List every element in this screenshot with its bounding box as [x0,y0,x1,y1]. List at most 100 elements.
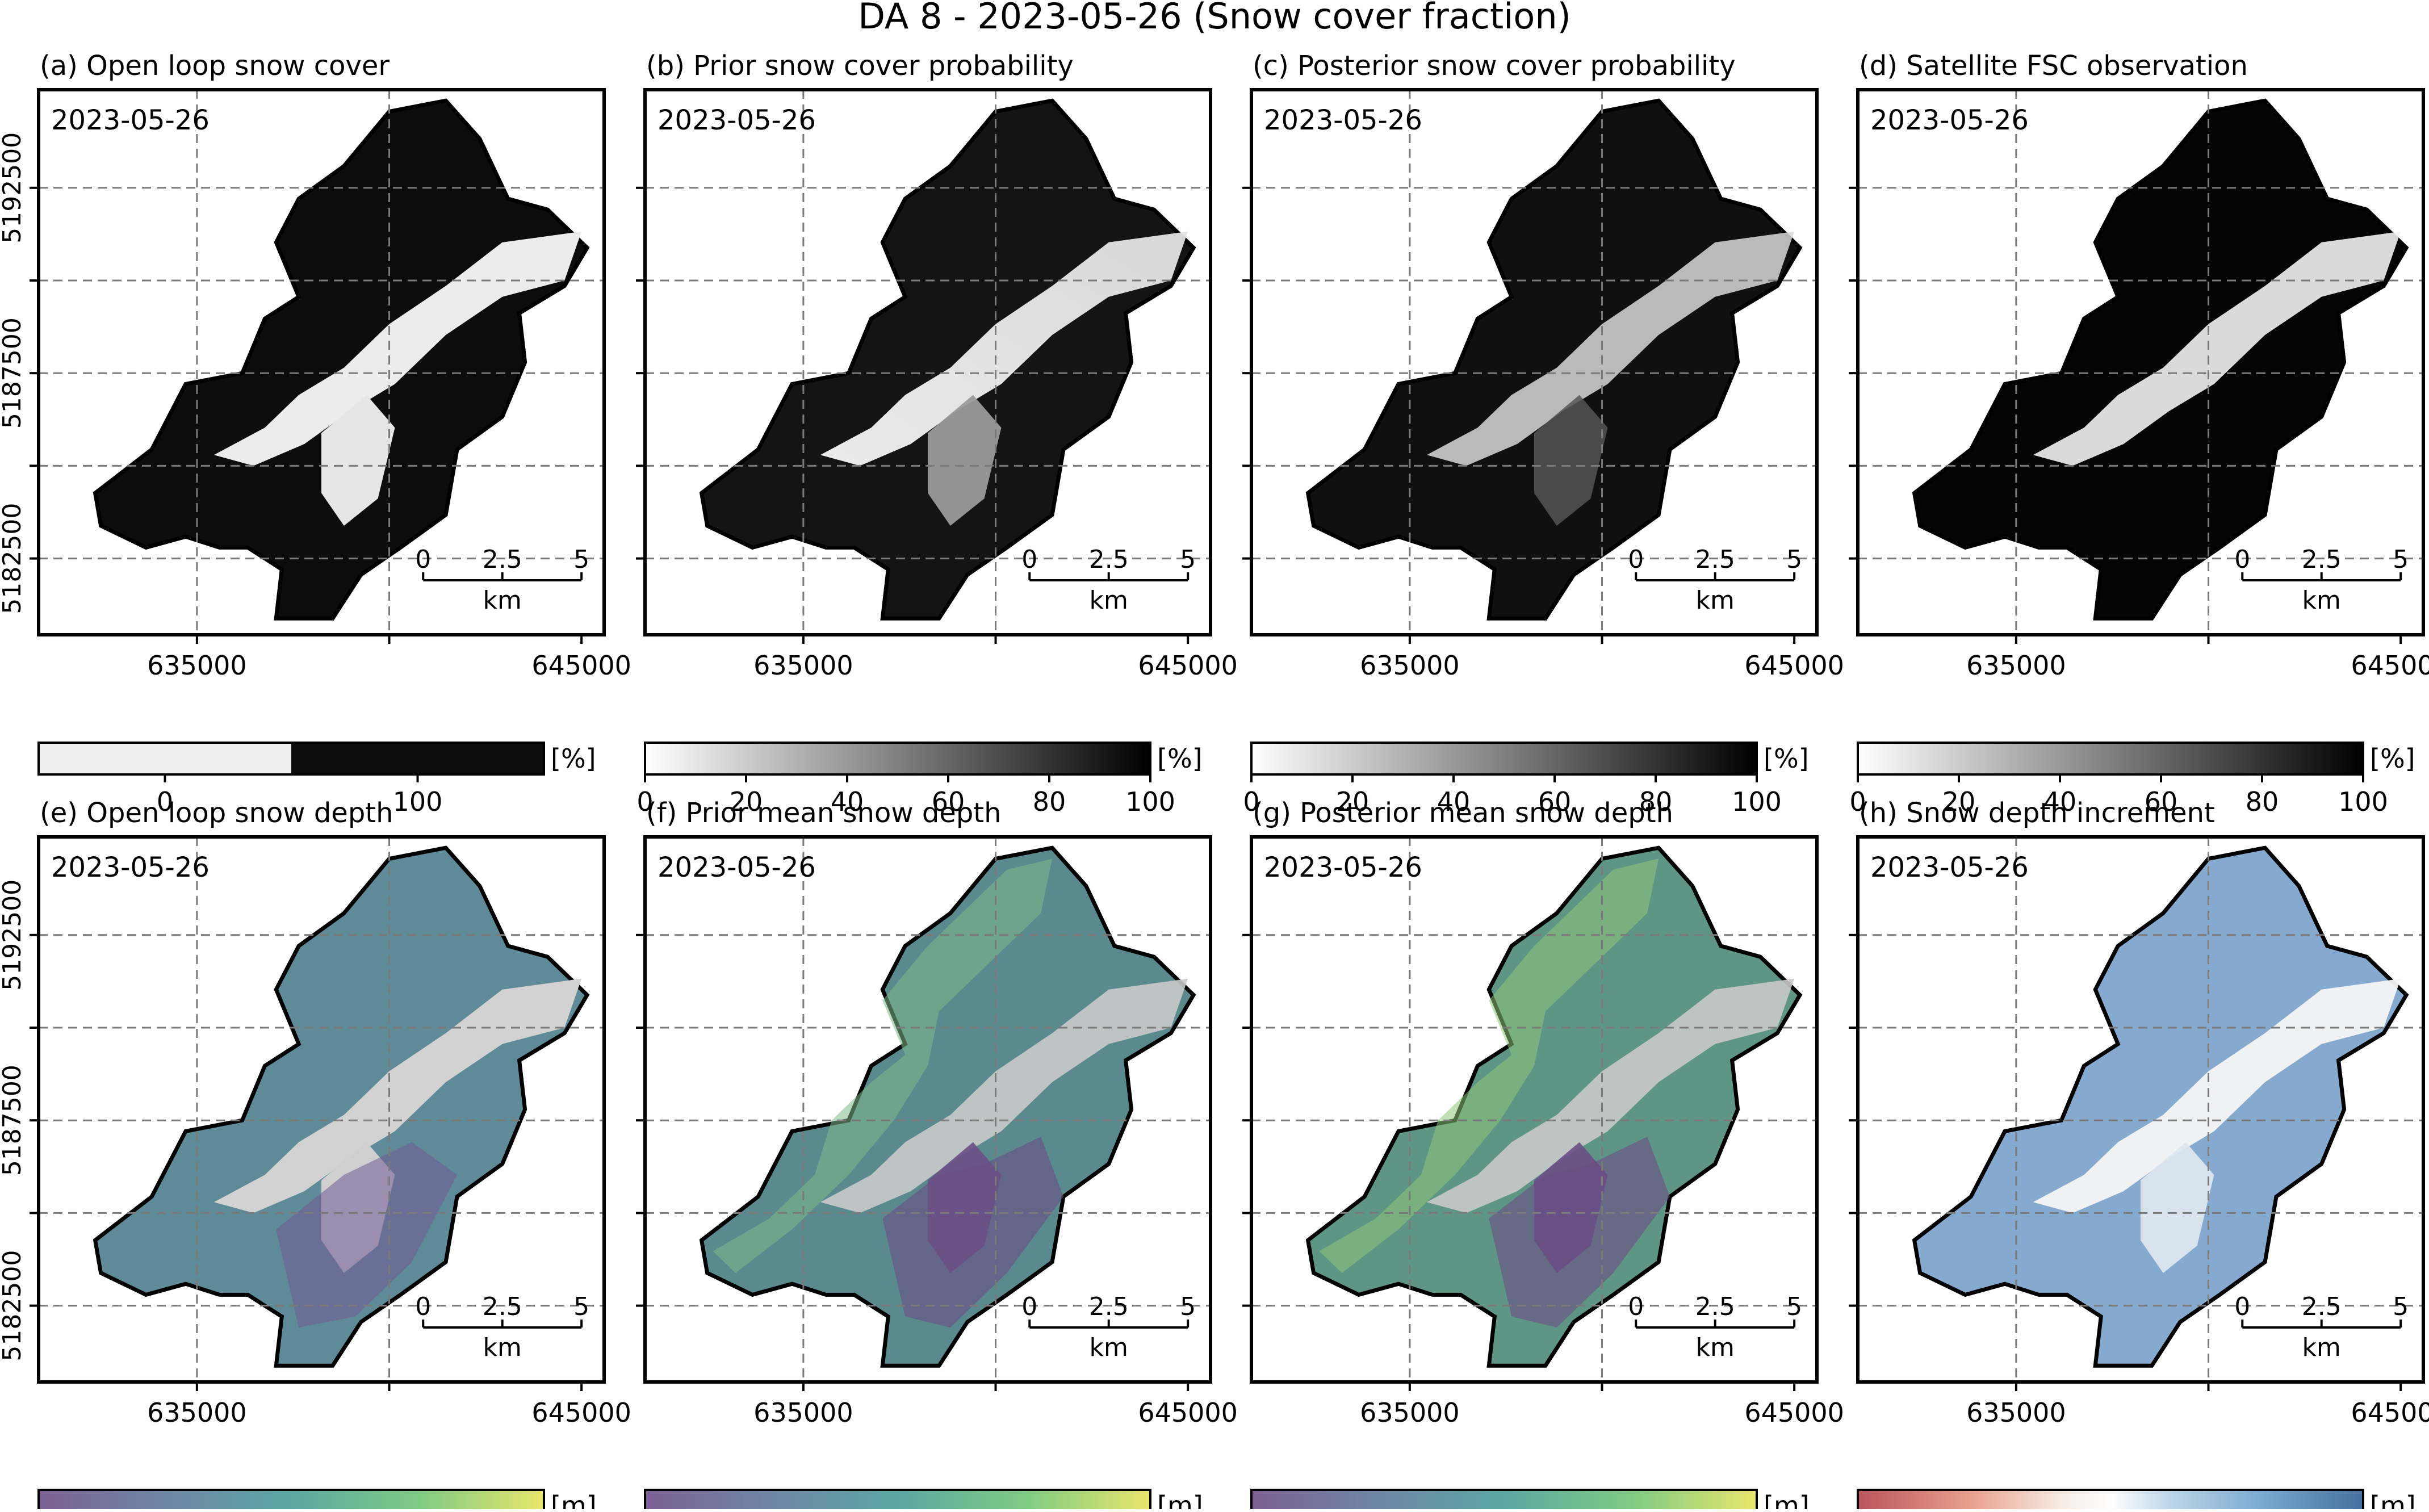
x-tick-label: 635000 [753,1397,853,1428]
date-label: 2023-05-26 [1264,104,1422,136]
panel-d: (d) Satellite FSC observation 2023-05-26 6… [1849,50,2429,817]
axes-frame [1856,88,2425,636]
colorbar-unit: [m] [1157,1490,1203,1509]
colorbar-unit: [%] [551,743,596,774]
date-label: 2023-05-26 [1870,852,2029,883]
panel-title: (h) Snow depth increment [1859,797,2215,829]
basin-map [1912,845,2409,1368]
side-glacier [1534,395,1608,526]
colorbar-tick-label: 40 [2043,786,2077,817]
scalebar-unit: km [1090,1333,1128,1362]
axes-frame [1856,835,2425,1384]
colorbar-tick-label: 40 [831,786,864,817]
low-depth-zone [1489,1137,1670,1327]
colorbar-tick-label: 100 [1732,786,1782,817]
colorbar-segment [291,743,544,774]
date-label: 2023-05-26 [51,852,210,883]
colorbar-frame [644,742,1151,776]
valley-glacier [2033,978,2401,1213]
scalebar-tick-label: 2.5 [483,545,522,574]
x-tick-label: 635000 [1360,650,1460,681]
scalebar-tick-label: 0 [1628,545,1644,574]
panel-title: (a) Open loop snow cover [40,50,390,82]
scalebar-tick-label: 5 [1180,545,1196,574]
colorbar-tick-label: 0 [1849,786,1866,817]
panel-a: (a) Open loop snow cover 2023-05-26 635000… [0,50,631,817]
scalebar-unit: km [1696,586,1735,615]
y-tick-label: 5187500 [0,317,27,429]
panel-title: (g) Posterior mean snow depth [1253,797,1673,829]
basin-map [1305,98,1803,621]
date-label: 2023-05-26 [51,104,210,136]
axes-frame [1250,835,1819,1384]
colorbar-tick-label: 100 [393,786,443,817]
scalebar-tick-label: 0 [2234,1292,2250,1321]
valley-glacier [820,231,1188,466]
high-depth-zone [713,858,1053,1273]
basin-map [93,845,590,1368]
colorbar-tick-label: 100 [1125,786,1175,817]
valley-glacier [213,978,582,1213]
panel-title: (e) Open loop snow depth [40,797,393,829]
colorbar-unit: [%] [2370,743,2415,774]
valley-glacier [820,978,1188,1213]
scalebar-tick-label: 5 [2393,545,2409,574]
colorbar-frame [1250,1489,1758,1512]
colorbar-frame [1857,742,2364,776]
x-tick-label: 645000 [2351,650,2429,681]
colorbar-tick-label: 0 [1243,786,1259,817]
colorbar-tick-label: 20 [730,786,763,817]
panel-h: (h) Snow depth increment 2023-05-26 635000… [1849,797,2429,1512]
colorbar-tick-label: 100 [2338,786,2388,817]
y-tick-label: 5182500 [0,1250,27,1362]
scalebar-tick-label: 2.5 [1695,545,1735,574]
colorbar-unit: [m] [551,1490,597,1509]
colorbar-frame [37,742,545,776]
side-glacier [928,395,1002,526]
basin-map [93,98,590,621]
date-label: 2023-05-26 [657,104,816,136]
axes-frame [643,88,1212,636]
scalebar-tick-label: 5 [573,1292,589,1321]
scalebar-tick-label: 0 [415,1292,431,1321]
axes-frame [37,835,606,1384]
panel-title: (c) Posterior snow cover probability [1253,50,1736,82]
axes-frame [1250,88,1819,636]
x-tick-label: 635000 [753,650,853,681]
colorbar-frame [644,1489,1151,1512]
colorbar-gradient [39,1490,544,1512]
scalebar-tick-label: 2.5 [1089,545,1129,574]
scalebar-tick-label: 2.5 [483,1292,522,1321]
panel-b: (b) Prior snow cover probability 2023-05-… [636,50,1238,817]
scalebar-tick-label: 5 [1180,1292,1196,1321]
x-tick-label: 635000 [1966,1397,2066,1428]
scalebar-unit: km [483,1333,522,1362]
x-tick-label: 645000 [1138,1397,1238,1428]
scalebar-tick-label: 2.5 [2302,1292,2342,1321]
x-tick-label: 635000 [147,650,247,681]
colorbar-frame [1857,1489,2364,1512]
side-glacier [2141,1142,2214,1273]
colorbar-unit: [m] [1764,1490,1810,1509]
x-tick-label: 635000 [147,1397,247,1428]
colorbar-tick-label: 80 [2246,786,2279,817]
colorbar-gradient [1858,1490,2363,1512]
y-tick-label: 5182500 [0,503,27,614]
scalebar-tick-label: 2.5 [2302,545,2342,574]
colorbar-tick-label: 60 [932,786,965,817]
y-tick-label: 5187500 [0,1065,27,1176]
scalebar-tick-label: 2.5 [1695,1292,1735,1321]
x-tick-label: 635000 [1966,650,2066,681]
colorbar-tick-label: 20 [1336,786,1370,817]
scalebar-tick-label: 0 [1021,1292,1037,1321]
panel-f: (f) Prior mean snow depth 2023-05-26 63500… [636,797,1238,1512]
scalebar-tick-label: 0 [1628,1292,1644,1321]
scalebar-tick-label: 2.5 [1089,1292,1129,1321]
colorbar-segment [39,743,291,774]
valley-glacier [2033,231,2401,466]
colorbar-frame [37,1489,545,1512]
colorbar-frame [1250,742,1758,776]
scalebar-tick-label: 0 [1021,545,1037,574]
panel-e: (e) Open loop snow depth 2023-05-26 635000… [0,797,631,1512]
high-depth-zone [1319,858,1659,1273]
